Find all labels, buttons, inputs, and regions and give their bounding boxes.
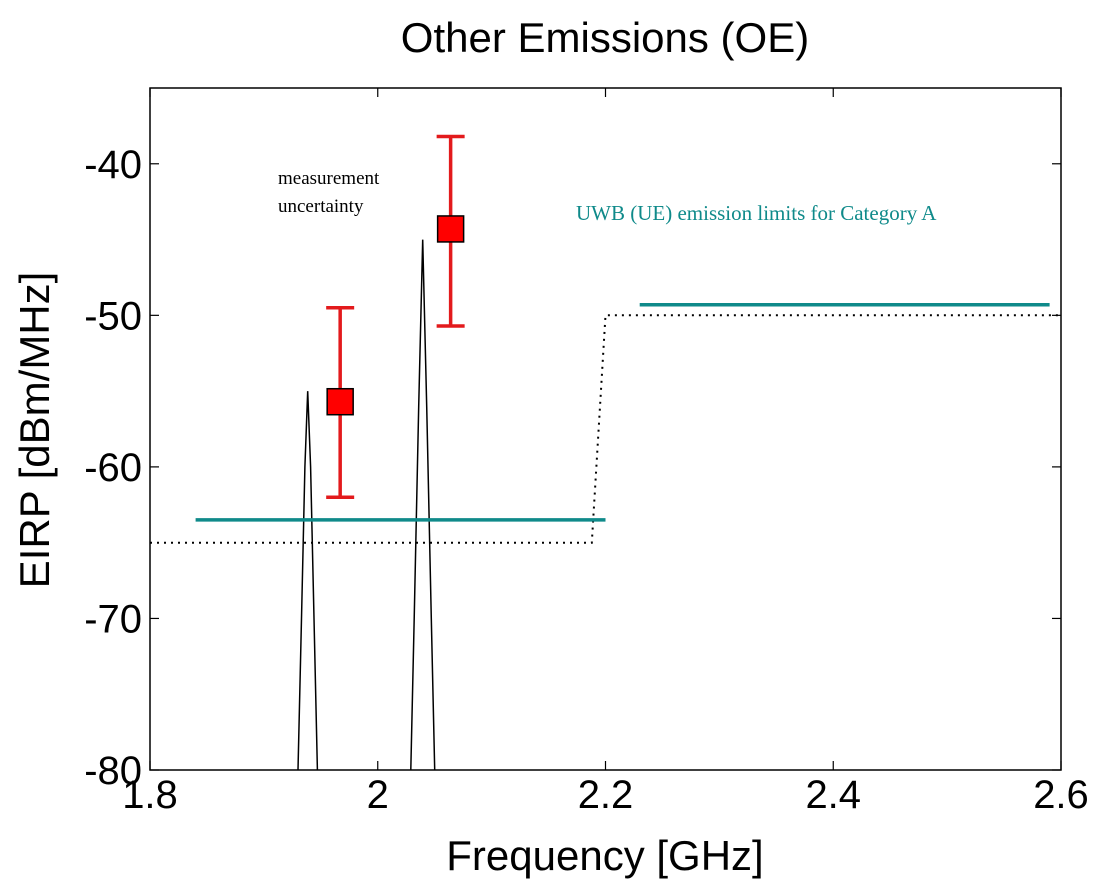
plot-frame (149, 87, 1062, 771)
y-axis-label: EIRP [dBm/MHz] (11, 272, 58, 589)
x-axis-label: Frequency [GHz] (446, 832, 763, 879)
x-tick-label: 2.6 (1033, 773, 1089, 817)
chart-title: Other Emissions (OE) (401, 14, 809, 61)
y-tick-label: -40 (84, 143, 142, 187)
measurement-marker-2 (436, 215, 465, 243)
measurement-marker-1 (326, 387, 354, 416)
plot-layer: 1.8 2 2.2 2.4 2.6 -80 -70 -60 -50 -40 (84, 87, 1089, 817)
annotation-uwb-limits: UWB (UE) emission limits for Category A (576, 201, 937, 225)
x-tick-label: 2.2 (578, 773, 634, 817)
y-tick-label: -50 (84, 294, 142, 338)
y-tick-label: -60 (84, 446, 142, 490)
y-tick-label: -70 (84, 597, 142, 641)
x-tick-label: 2 (367, 773, 389, 817)
limit-dotted-line (150, 314, 1061, 544)
annotation-measurement-uncertainty-line1: measurement (278, 168, 380, 189)
y-tick-label: -80 (84, 749, 142, 793)
x-tick-label: 1.8 (122, 773, 178, 817)
spectrum-peak-2 (410, 239, 436, 771)
annotation-measurement-uncertainty-line2: uncertainty (278, 196, 364, 217)
x-tick-label: 2.4 (805, 773, 861, 817)
spectrum-peak-1 (297, 391, 319, 771)
